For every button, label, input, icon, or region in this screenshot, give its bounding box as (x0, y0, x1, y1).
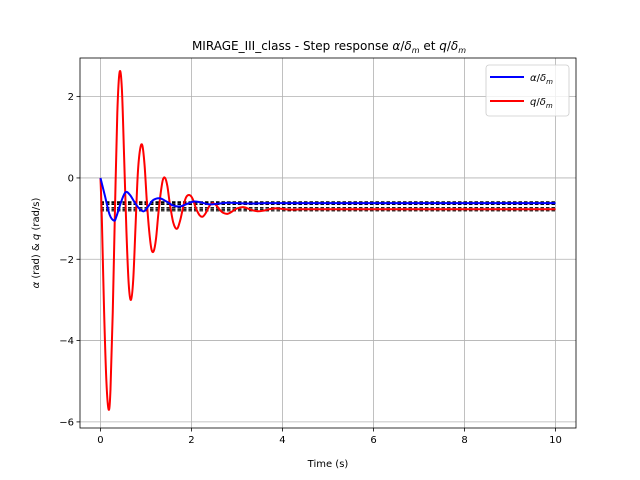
legend-box (485, 64, 570, 117)
y-axis-ticks: 2 0 −2 −4 −6 (59, 92, 80, 428)
grid-lines (80, 58, 576, 428)
y-tick-label: 2 (68, 92, 74, 103)
x-axis-ticks: 0 2 4 6 8 10 (97, 428, 562, 446)
series-line-q (99, 70, 556, 411)
legend-label-q: q/δm (530, 97, 553, 110)
y-tick-label: −4 (59, 336, 74, 347)
x-tick-label: 4 (279, 435, 285, 446)
series-lines (99, 70, 556, 411)
chart-title: MIRAGE_III_class - Step response α/δm et… (192, 39, 466, 55)
x-tick-label: 0 (97, 435, 103, 446)
y-tick-label: −6 (59, 417, 74, 428)
series-line-alpha (99, 177, 556, 222)
x-tick-label: 6 (370, 435, 376, 446)
legend-label-alpha: α/δm (530, 73, 553, 86)
y-tick-label: 0 (68, 173, 74, 184)
plot-frame (79, 57, 577, 429)
x-tick-label: 8 (461, 435, 467, 446)
legend: α/δm q/δm (485, 64, 570, 117)
y-axis-label: α (rad) & q (rad/s) (31, 197, 42, 288)
x-tick-label: 10 (549, 435, 562, 446)
x-tick-label: 2 (188, 435, 194, 446)
x-axis-label: Time (s) (307, 459, 349, 470)
y-tick-label: −2 (59, 255, 74, 266)
